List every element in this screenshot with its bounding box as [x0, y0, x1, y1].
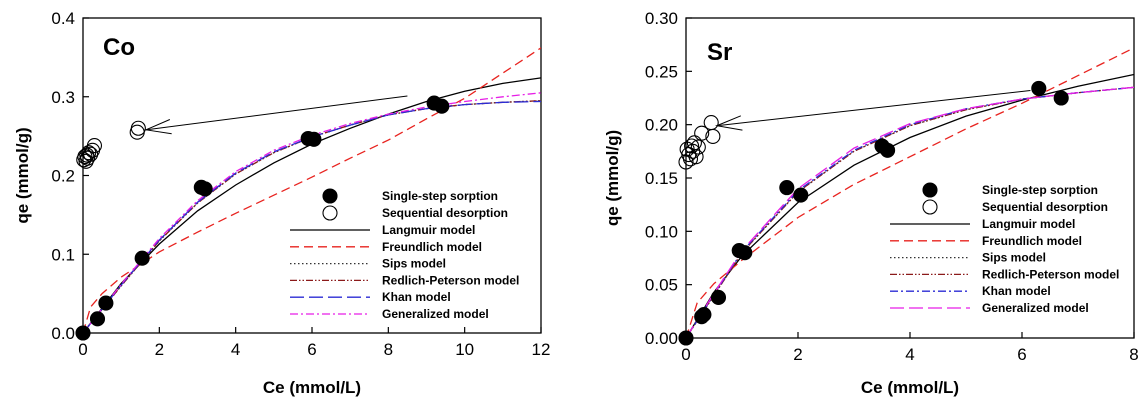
x-tick-label: 12 [532, 340, 551, 359]
x-axis-label: Ce (mmol/L) [263, 378, 361, 397]
y-tick-label: 0.1 [51, 245, 75, 264]
legend-label: Generalized model [982, 301, 1089, 315]
data-point-sequential-desorption [80, 150, 96, 166]
data-point-single-step [197, 181, 213, 197]
y-tick-label: 0.0 [51, 324, 75, 343]
legend-label: Redlich-Peterson model [982, 267, 1119, 281]
y-tick-label: 0.30 [645, 9, 678, 28]
chart-panel-co: 0.0 0.1 0.2 0.3 0.4 0 2 4 6 8 10 12 Ce (mmol/L) qe (m… [13, 9, 550, 397]
legend-label: Sequential desorption [982, 200, 1108, 214]
data-point-single-step [793, 187, 809, 203]
data-point-sequential-desorption [694, 125, 710, 141]
data-point-sequential-desorption [130, 120, 146, 136]
annotation-arrow-head [144, 119, 172, 135]
legend-label: Single-step sorption [982, 183, 1098, 197]
y-axis-label: qe (mmol/g) [13, 127, 32, 223]
legend-label: Khan model [982, 284, 1051, 298]
data-point-sequential-desorption [705, 128, 721, 144]
data-point-sequential-desorption [685, 143, 701, 159]
data-point-single-step [434, 98, 450, 114]
data-point-sequential-desorption [688, 149, 704, 165]
data-point-single-step [134, 250, 150, 266]
legend-label: Langmuir model [382, 223, 475, 237]
legend: Single-step sorption Sequential desorptio… [290, 188, 519, 321]
x-tick-label: 6 [307, 340, 316, 359]
legend-marker [922, 182, 938, 198]
data-point-single-step [1031, 80, 1047, 96]
legend-marker [922, 199, 938, 215]
legend-label: Sips model [982, 251, 1046, 265]
y-axis-label: qe (mmol/g) [603, 130, 622, 226]
x-tick-label: 2 [155, 340, 164, 359]
x-tick-label: 2 [793, 345, 802, 364]
y-tick-label: 0.20 [645, 116, 678, 135]
y-tick-label: 0.25 [645, 62, 678, 81]
data-point-single-step [1053, 90, 1069, 106]
x-tick-label: 0 [681, 345, 690, 364]
legend-marker [322, 188, 338, 204]
data-point-single-step [98, 295, 114, 311]
legend-label: Single-step sorption [382, 189, 498, 203]
data-point-sequential-desorption [684, 138, 700, 154]
panel-label: Sr [707, 39, 732, 66]
y-tick-label: 0.15 [645, 169, 678, 188]
legend-label: Sips model [382, 257, 446, 271]
y-tick-label: 0.10 [645, 222, 678, 241]
data-point-sequential-desorption [678, 154, 694, 170]
data-point-single-step [75, 325, 91, 341]
x-tick-label: 8 [1129, 345, 1138, 364]
x-tick-label: 10 [455, 340, 474, 359]
data-point-single-step [306, 131, 322, 147]
data-point-single-step [737, 245, 753, 261]
chart-panel-sr: 0.00 0.05 0.10 0.15 0.20 0.25 0.30 0 2 4 6 8 Ce (mmo… [603, 9, 1139, 397]
panel-label: Co [103, 34, 135, 61]
x-tick-label: 8 [384, 340, 393, 359]
x-axis-label: Ce (mmol/L) [861, 378, 959, 397]
y-tick-label: 0.2 [51, 167, 75, 186]
data-point-single-step [89, 311, 106, 327]
legend-label: Sequential desorption [382, 206, 508, 220]
y-tick-label: 0.05 [645, 276, 678, 295]
legend: Single-step sorption Sequential desorptio… [890, 182, 1119, 315]
annotation-arrow-head [715, 115, 743, 131]
data-point-sequential-desorption [690, 139, 706, 155]
legend-label: Khan model [382, 290, 451, 304]
legend-label: Redlich-Peterson model [382, 273, 519, 287]
series-line-freundlich-model [83, 47, 541, 333]
y-tick-label: 0.4 [51, 9, 75, 28]
data-point-sequential-desorption [86, 138, 102, 154]
series-line-generalized-model [686, 86, 1134, 338]
x-tick-label: 4 [905, 345, 914, 364]
data-point-single-step [710, 289, 727, 306]
legend-label: Generalized model [382, 307, 489, 321]
y-tick-label: 0.00 [645, 329, 678, 348]
annotation-arrow-line [145, 95, 408, 131]
data-point-sequential-desorption [703, 114, 719, 131]
data-point-sequential-desorption [83, 146, 99, 162]
x-tick-label: 6 [1017, 345, 1026, 364]
data-point-single-step [678, 330, 694, 346]
data-point-single-step [696, 306, 712, 323]
legend-marker [322, 205, 338, 221]
y-tick-label: 0.3 [51, 88, 75, 107]
data-point-single-step [779, 180, 795, 196]
x-tick-label: 4 [231, 340, 240, 359]
plot-frame [685, 17, 1135, 339]
data-point-single-step [880, 142, 896, 158]
annotation-arrow-line [716, 90, 1031, 127]
legend-label: Freundlich model [382, 240, 482, 254]
legend-label: Freundlich model [982, 234, 1082, 248]
legend-label: Langmuir model [982, 217, 1075, 231]
x-tick-label: 0 [78, 340, 87, 359]
